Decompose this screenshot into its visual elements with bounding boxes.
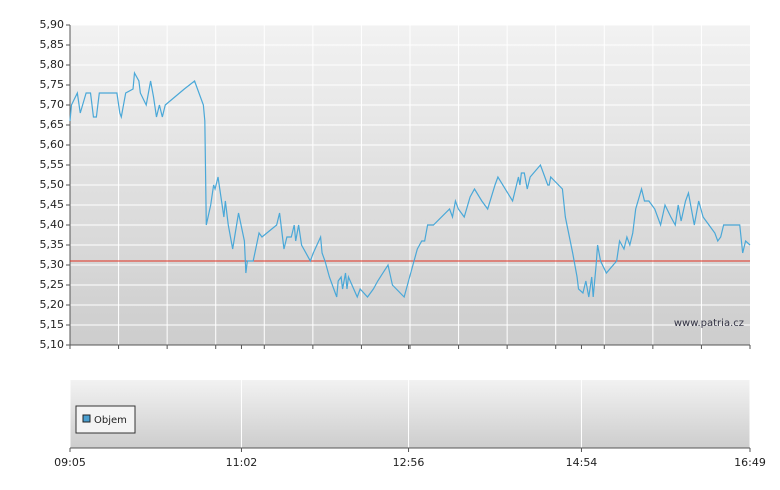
x-tick-label: 09:05 [54,456,86,469]
y-tick-label: 5,30 [40,258,65,271]
y-tick-label: 5,35 [40,238,65,251]
y-tick-label: 5,15 [40,318,65,331]
y-tick-label: 5,85 [40,38,65,51]
y-tick-label: 5,60 [40,138,65,151]
y-tick-label: 5,90 [40,18,65,31]
y-tick-label: 5,55 [40,158,65,171]
x-tick-label: 11:02 [226,456,258,469]
x-tick-label: 14:54 [566,456,598,469]
y-tick-label: 5,70 [40,98,65,111]
y-tick-label: 5,20 [40,298,65,311]
y-tick-label: 5,65 [40,118,65,131]
y-tick-label: 5,50 [40,178,65,191]
y-tick-label: 5,80 [40,58,65,71]
x-tick-label: 16:49 [734,456,766,469]
legend-box [75,405,136,434]
watermark: www.patria.cz [674,318,744,329]
legend-label: Objem [94,415,127,426]
y-tick-label: 5,10 [40,338,65,351]
x-tick-label: 12:56 [393,456,425,469]
y-tick-label: 5,45 [40,198,65,211]
price-line [69,70,751,299]
y-tick-label: 5,25 [40,278,65,291]
y-tick-label: 5,75 [40,78,65,91]
legend-swatch [82,414,91,423]
y-tick-label: 5,40 [40,218,65,231]
volume-area [70,380,750,448]
